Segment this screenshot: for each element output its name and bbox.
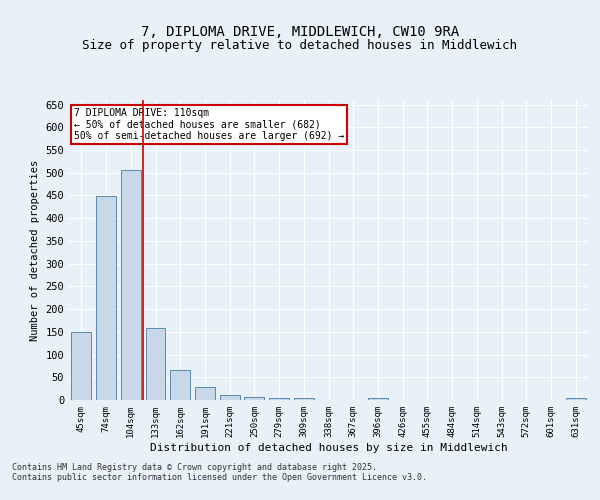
Bar [269,398,289,400]
Bar [368,398,388,400]
Bar [566,398,586,400]
Text: Contains HM Land Registry data © Crown copyright and database right 2025.
Contai: Contains HM Land Registry data © Crown c… [12,463,427,482]
Text: 7, DIPLOMA DRIVE, MIDDLEWICH, CW10 9RA: 7, DIPLOMA DRIVE, MIDDLEWICH, CW10 9RA [141,26,459,40]
Bar [146,328,166,400]
Bar [244,397,264,400]
Y-axis label: Number of detached properties: Number of detached properties [30,160,40,340]
Text: Size of property relative to detached houses in Middlewich: Size of property relative to detached ho… [83,38,517,52]
Text: 7 DIPLOMA DRIVE: 110sqm
← 50% of detached houses are smaller (682)
50% of semi-d: 7 DIPLOMA DRIVE: 110sqm ← 50% of detache… [74,108,344,140]
Bar [121,170,140,400]
Bar [294,398,314,400]
Bar [220,394,239,400]
X-axis label: Distribution of detached houses by size in Middlewich: Distribution of detached houses by size … [149,442,508,452]
Bar [71,332,91,400]
Bar [195,388,215,400]
Bar [96,196,116,400]
Bar [170,370,190,400]
